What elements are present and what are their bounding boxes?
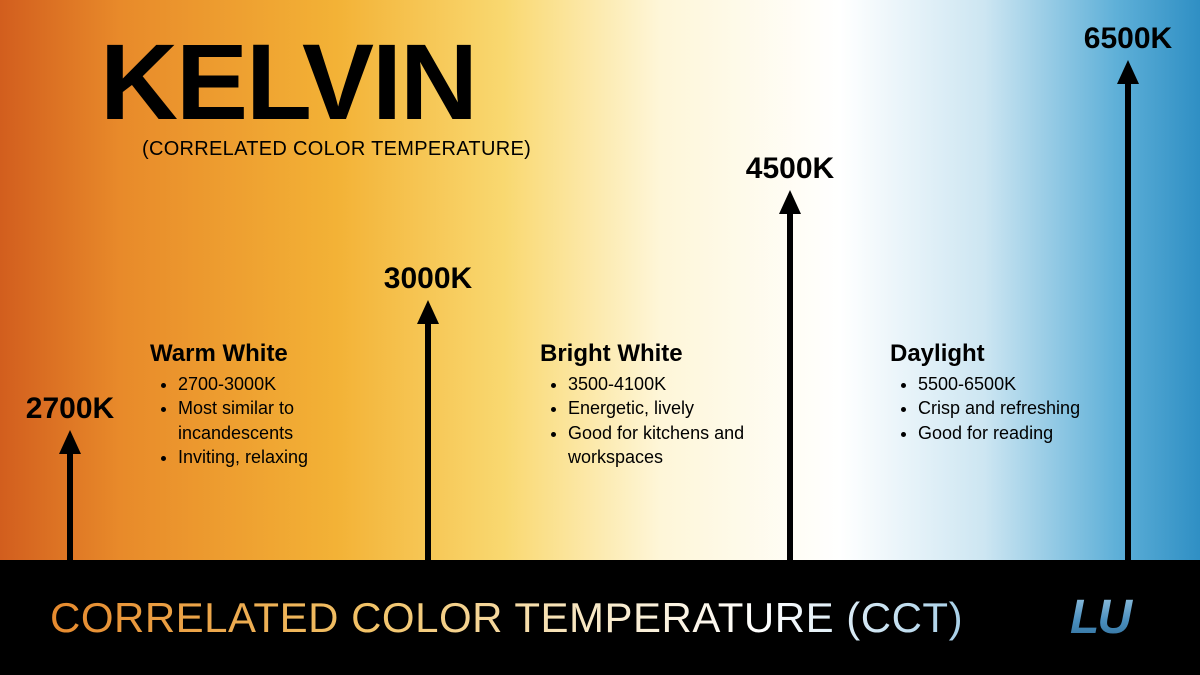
footer-bar: CORRELATED COLOR TEMPERATURE (CCT) LUX (0, 560, 1200, 675)
category-bullet: Inviting, relaxing (178, 445, 410, 469)
category-block: Warm White 2700-3000KMost similar to inca… (150, 340, 410, 469)
infographic-canvas: KELVIN (CORRELATED COLOR TEMPERATURE) 27… (0, 0, 1200, 675)
category-bullets: 2700-3000KMost similar to incandescentsI… (150, 372, 410, 469)
category-title: Warm White (150, 340, 410, 368)
category-block: Daylight 5500-6500KCrisp and refreshingGo… (890, 340, 1150, 445)
logo-text-lu: LU (1070, 591, 1130, 644)
kelvin-label: 4500K (746, 152, 834, 186)
category-title: Bright White (540, 340, 800, 368)
category-bullet: 3500-4100K (568, 372, 800, 396)
category-block: Bright White 3500-4100KEnergetic, livelyG… (540, 340, 800, 469)
category-bullet: Crisp and refreshing (918, 396, 1150, 420)
kelvin-label: 3000K (384, 262, 472, 296)
temperature-arrow (1117, 60, 1139, 560)
category-bullet: Most similar to incandescents (178, 396, 410, 445)
lux-logo: LUX (1070, 590, 1160, 645)
category-bullet: Energetic, lively (568, 396, 800, 420)
category-bullets: 5500-6500KCrisp and refreshingGood for r… (890, 372, 1150, 445)
main-title-block: KELVIN (CORRELATED COLOR TEMPERATURE) (100, 28, 531, 161)
temperature-arrow (59, 430, 81, 560)
category-bullet: Good for kitchens and workspaces (568, 421, 800, 470)
kelvin-label: 6500K (1084, 22, 1172, 56)
category-bullet: 5500-6500K (918, 372, 1150, 396)
category-bullet: 2700-3000K (178, 372, 410, 396)
title-subtitle: (CORRELATED COLOR TEMPERATURE) (142, 138, 531, 161)
title-kelvin: KELVIN (100, 28, 531, 136)
category-bullet: Good for reading (918, 421, 1150, 445)
footer-title: CORRELATED COLOR TEMPERATURE (CCT) (50, 594, 963, 642)
category-title: Daylight (890, 340, 1150, 368)
logo-text-x: X (1128, 590, 1161, 645)
temperature-arrow (417, 300, 439, 560)
category-bullets: 3500-4100KEnergetic, livelyGood for kitc… (540, 372, 800, 469)
kelvin-label: 2700K (26, 392, 114, 426)
